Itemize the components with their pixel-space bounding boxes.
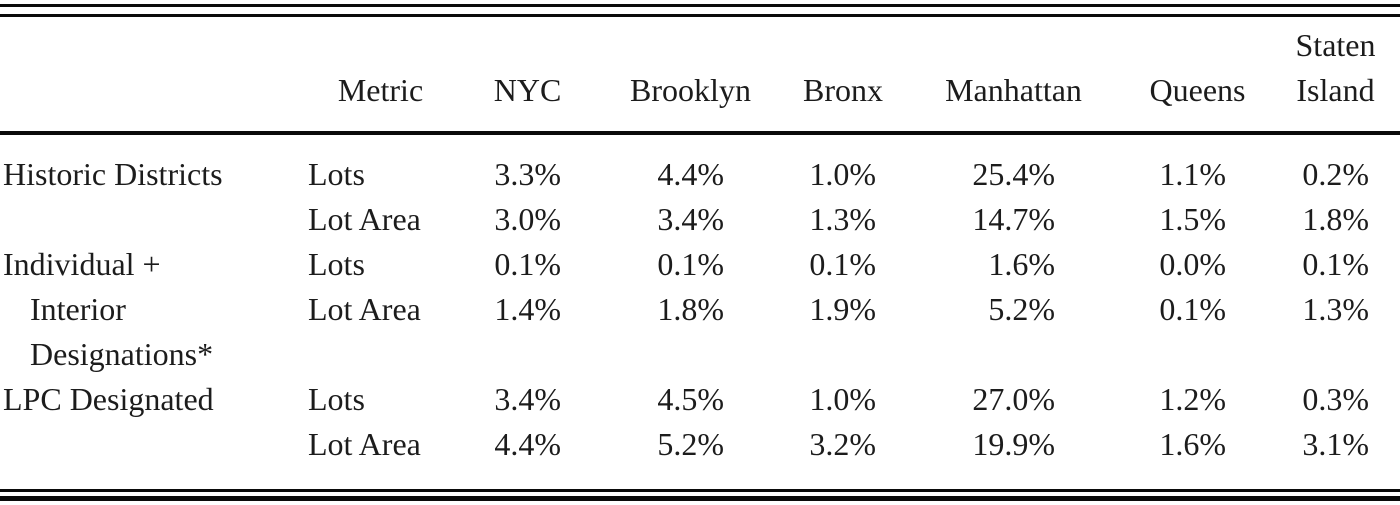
value-cell: 1.8%: [657, 291, 724, 327]
value-cell: 3.4%: [657, 201, 724, 237]
column-header-metric: Metric: [304, 17, 457, 135]
value-cell: 1.3%: [809, 201, 876, 237]
lpc-designation-table: Metric NYC Brooklyn Bronx Manhattan Quee…: [0, 17, 1400, 469]
value-cell: [783, 334, 903, 379]
value-cell: [903, 334, 1124, 379]
bottom-rule-outer: [0, 496, 1400, 501]
metric-cell: Lot Area: [308, 201, 421, 237]
value-cell: 5.2%: [657, 426, 724, 462]
metric-cell: Lots: [308, 381, 365, 417]
column-header-manhattan: Manhattan: [903, 17, 1124, 135]
group-label-cell: Interior: [30, 291, 126, 327]
table-row: LPC Designated Lots 3.4% 4.5% 1.0% 27.0%…: [0, 379, 1400, 424]
table-row: Interior Lot Area 1.4% 1.8% 1.9% 5.2% 0.…: [0, 289, 1400, 334]
table-row: Individual + Lots 0.1% 0.1% 0.1% 1.6% 0.…: [0, 244, 1400, 289]
metric-cell: [304, 334, 457, 379]
value-cell: 25.4%: [972, 156, 1055, 192]
value-cell: 1.3%: [1302, 291, 1369, 327]
value-cell: 5.2%: [988, 291, 1055, 327]
group-label-cell: [0, 199, 304, 244]
group-label-cell: LPC Designated: [3, 381, 214, 417]
value-cell: 3.0%: [494, 201, 561, 237]
table-row: Lot Area 3.0% 3.4% 1.3% 14.7% 1.5% 1.8%: [0, 199, 1400, 244]
table-row: Historic Districts Lots 3.3% 4.4% 1.0% 2…: [0, 133, 1400, 199]
value-cell: 0.3%: [1302, 381, 1369, 417]
value-cell: 3.3%: [494, 156, 561, 192]
value-cell: [457, 334, 598, 379]
metric-cell: Lot Area: [308, 291, 421, 327]
value-cell: 0.1%: [809, 246, 876, 282]
column-header-staten-island: Staten Island: [1271, 17, 1400, 135]
metric-cell: Lot Area: [308, 426, 421, 462]
column-header-brooklyn: Brooklyn: [598, 17, 783, 135]
value-cell: 4.4%: [494, 426, 561, 462]
value-cell: 14.7%: [972, 201, 1055, 237]
value-cell: 4.4%: [657, 156, 724, 192]
column-header-stub: [0, 17, 304, 135]
value-cell: 1.0%: [809, 381, 876, 417]
value-cell: 4.5%: [657, 381, 724, 417]
value-cell: 1.5%: [1159, 201, 1226, 237]
group-label-cell: Historic Districts: [3, 156, 223, 192]
value-cell: [1271, 334, 1400, 379]
value-cell: 0.1%: [494, 246, 561, 282]
table-row: Lot Area 4.4% 5.2% 3.2% 19.9% 1.6% 3.1%: [0, 424, 1400, 469]
value-cell: 0.1%: [1159, 291, 1226, 327]
value-cell: 0.2%: [1302, 156, 1369, 192]
value-cell: 3.4%: [494, 381, 561, 417]
value-cell: 1.2%: [1159, 381, 1226, 417]
value-cell: 1.8%: [1302, 201, 1369, 237]
value-cell: 1.1%: [1159, 156, 1226, 192]
table-row: Designations*: [0, 334, 1400, 379]
value-cell: 1.6%: [1159, 426, 1226, 462]
group-label-cell: [0, 424, 304, 469]
value-cell: 0.0%: [1159, 246, 1226, 282]
header-row: Metric NYC Brooklyn Bronx Manhattan Quee…: [0, 17, 1400, 135]
bottom-rule-inner: [0, 489, 1400, 492]
value-cell: 19.9%: [972, 426, 1055, 462]
value-cell: 0.1%: [657, 246, 724, 282]
value-cell: 1.0%: [809, 156, 876, 192]
value-cell: 1.4%: [494, 291, 561, 327]
top-rule-inner: [0, 14, 1400, 17]
value-cell: 3.1%: [1302, 426, 1369, 462]
group-label-cell: Individual +: [3, 246, 161, 282]
value-cell: 3.2%: [809, 426, 876, 462]
metric-cell: Lots: [308, 246, 365, 282]
value-cell: 1.9%: [809, 291, 876, 327]
value-cell: [1124, 334, 1271, 379]
column-header-bronx: Bronx: [783, 17, 903, 135]
group-label-cell: Designations*: [30, 336, 214, 372]
column-header-nyc: NYC: [457, 17, 598, 135]
value-cell: 27.0%: [972, 381, 1055, 417]
value-cell: 0.1%: [1302, 246, 1369, 282]
top-rule-outer: [0, 4, 1400, 7]
value-cell: [598, 334, 783, 379]
metric-cell: Lots: [308, 156, 365, 192]
value-cell: 1.6%: [988, 246, 1055, 282]
column-header-queens: Queens: [1124, 17, 1271, 135]
